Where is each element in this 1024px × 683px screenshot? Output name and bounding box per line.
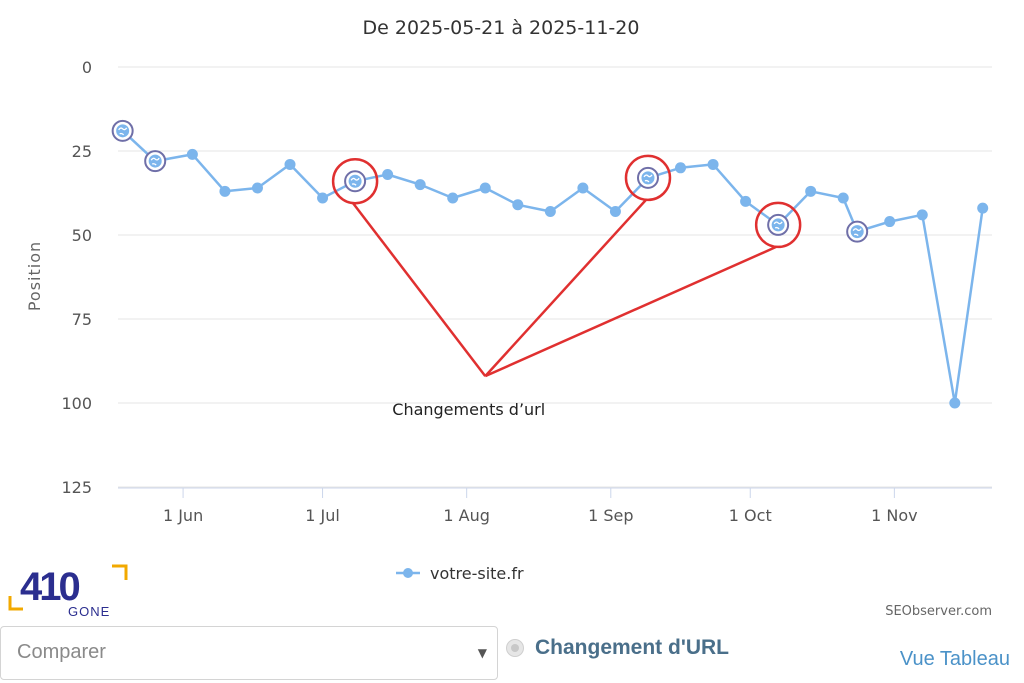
x-tick-label: 1 Jun <box>163 506 203 525</box>
data-point[interactable] <box>577 182 589 194</box>
globe-icon <box>850 225 864 239</box>
y-tick-label: 125 <box>61 478 92 497</box>
compare-placeholder: Comparer <box>17 641 106 663</box>
data-point[interactable] <box>949 397 961 409</box>
brand-logo: 410 GONE <box>8 564 128 619</box>
url-change-marker[interactable] <box>111 119 134 142</box>
annotation-circle <box>624 154 672 202</box>
globe-icon <box>348 174 362 188</box>
y-tick-label: 100 <box>61 394 92 413</box>
y-axis-title: Position <box>25 241 44 311</box>
data-point[interactable] <box>740 195 752 207</box>
logo-text: 410 <box>20 565 79 609</box>
globe-icon-land <box>773 221 783 230</box>
url-change-toggle-label[interactable]: Changement d'URL <box>535 636 729 659</box>
data-point[interactable] <box>609 205 621 217</box>
url-change-annotation: Changements d’url <box>331 154 802 419</box>
globe-icon <box>771 218 785 232</box>
chart-title: De 2025-05-21 à 2025-11-20 <box>363 17 640 39</box>
globe-icon <box>116 124 130 138</box>
x-axis: 1 Jun 1 Jul 1 Aug 1 Sep 1 Oct 1 Nov <box>118 487 992 525</box>
data-point[interactable] <box>186 148 198 160</box>
url-change-marker[interactable] <box>846 220 869 243</box>
annotation-arrow-line <box>352 202 487 377</box>
series-line <box>121 129 984 405</box>
data-point[interactable] <box>544 205 556 217</box>
y-tick-label: 50 <box>72 226 92 245</box>
series-votre-site <box>111 119 989 409</box>
data-point[interactable] <box>447 192 459 204</box>
data-point[interactable] <box>284 158 296 170</box>
x-tick-label: 1 Aug <box>443 506 490 525</box>
data-point[interactable] <box>317 192 329 204</box>
legend-label[interactable]: votre-site.fr <box>430 564 524 583</box>
chevron-down-icon: ▼ <box>477 646 487 660</box>
radio-icon[interactable] <box>506 639 524 657</box>
url-change-marker[interactable] <box>767 213 790 236</box>
url-change-marker[interactable] <box>144 150 167 173</box>
y-axis-ticks: 0 25 50 75 100 125 <box>61 58 92 497</box>
grid-lines <box>118 66 992 488</box>
globe-icon <box>148 154 162 168</box>
data-point[interactable] <box>707 158 719 170</box>
globe-icon-land <box>118 127 128 136</box>
globe-icon-land <box>643 174 653 183</box>
globe-icon <box>641 171 655 185</box>
x-tick-label: 1 Oct <box>729 506 772 525</box>
data-point[interactable] <box>512 199 524 211</box>
annotation-arrow-line <box>484 245 777 378</box>
data-point[interactable] <box>251 182 263 194</box>
globe-icon-land <box>852 228 862 237</box>
url-change-marker[interactable] <box>344 170 367 193</box>
data-point[interactable] <box>884 216 896 228</box>
y-tick-label: 25 <box>72 142 92 161</box>
y-tick-label: 0 <box>82 58 92 77</box>
annotation-label: Changements d’url <box>392 400 545 419</box>
url-change-marker[interactable] <box>636 166 659 189</box>
legend-marker-icon <box>403 568 413 578</box>
logo-corner-bottom-left <box>8 596 23 611</box>
globe-icon-land <box>350 177 360 186</box>
x-tick-label: 1 Sep <box>588 506 633 525</box>
logo-corner-top-right <box>112 564 128 580</box>
globe-icon-land <box>150 157 160 166</box>
data-point[interactable] <box>916 209 928 221</box>
data-point[interactable] <box>837 192 849 204</box>
data-point[interactable] <box>219 185 231 197</box>
data-point[interactable] <box>805 185 817 197</box>
data-point[interactable] <box>414 179 426 191</box>
position-chart: De 2025-05-21 à 2025-11-20 0 25 50 75 100 125… <box>8 17 992 619</box>
data-point[interactable] <box>977 202 989 214</box>
data-point[interactable] <box>675 162 687 174</box>
annotation-circle <box>754 201 802 249</box>
chart-credit: SEObserver.com <box>885 604 992 619</box>
compare-select[interactable]: Comparer ▼ <box>0 626 498 680</box>
table-view-link[interactable]: Vue Tableau <box>899 648 1010 670</box>
annotation-arrow-line <box>484 199 647 377</box>
x-tick-label: 1 Nov <box>871 506 918 525</box>
data-point[interactable] <box>479 182 491 194</box>
x-tick-label: 1 Jul <box>305 506 340 525</box>
logo-subtext: GONE <box>68 604 110 619</box>
legend[interactable]: votre-site.fr <box>396 564 524 583</box>
data-point[interactable] <box>382 169 394 181</box>
annotation-circle <box>331 157 379 205</box>
y-tick-label: 75 <box>72 310 92 329</box>
